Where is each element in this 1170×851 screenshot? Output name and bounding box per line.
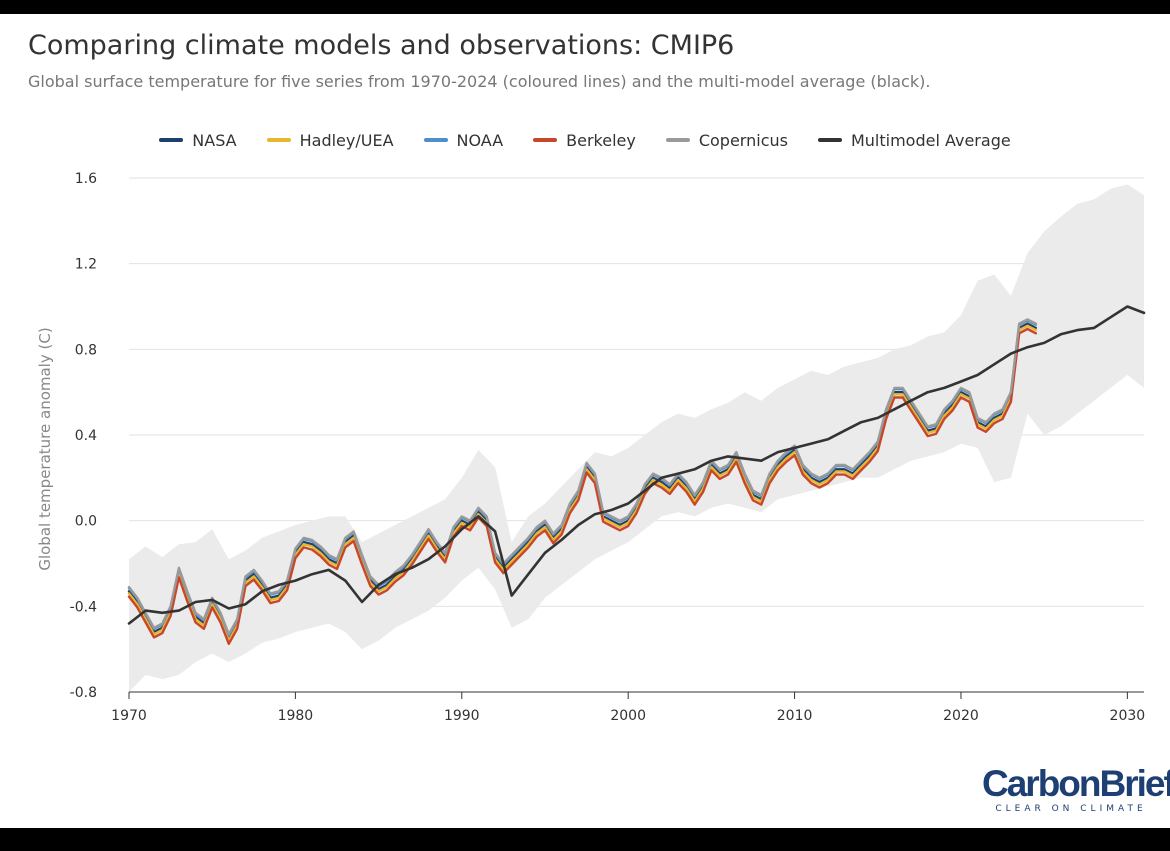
legend-label: NASA bbox=[192, 130, 237, 150]
legend-swatch bbox=[665, 138, 690, 142]
legend-swatch bbox=[159, 138, 184, 142]
legend-label: Hadley/UEA bbox=[299, 130, 394, 150]
legend-swatch bbox=[266, 138, 291, 142]
carbonbrief-logo: CarbonBrief CLEAR ON CLIMATE bbox=[982, 763, 1170, 814]
chart-subtitle: Global surface temperature for five seri… bbox=[28, 72, 931, 91]
legend-label: Berkeley bbox=[566, 130, 636, 150]
legend-swatch bbox=[423, 138, 448, 142]
legend-item: Berkeley bbox=[533, 131, 636, 150]
y-tick-label: 0.8 bbox=[75, 342, 97, 358]
legend-item: Hadley/UEA bbox=[266, 130, 394, 150]
legend-item: NOAA bbox=[423, 130, 504, 150]
x-tick-label: 2010 bbox=[777, 708, 813, 724]
y-tick-label: 0.0 bbox=[75, 514, 97, 530]
series-line-multimodel-average bbox=[127, 305, 1146, 625]
chart-title: Comparing climate models and observation… bbox=[28, 30, 735, 61]
x-tick-label: 2000 bbox=[610, 708, 646, 724]
legend-label: NOAA bbox=[456, 130, 504, 150]
chart-card: Comparing climate models and observation… bbox=[0, 14, 1170, 828]
x-tick-label: 2020 bbox=[943, 708, 979, 724]
y-tick-label: 0.4 bbox=[75, 428, 97, 444]
y-tick-label: 1.2 bbox=[75, 257, 97, 273]
logo-tagline: CLEAR ON CLIMATE bbox=[995, 804, 1147, 814]
legend-label: Copernicus bbox=[698, 130, 788, 150]
logo-wordmark: CarbonBrief bbox=[982, 763, 1170, 804]
x-tick-label: 1980 bbox=[278, 708, 314, 724]
y-tick-label: 1.6 bbox=[75, 171, 97, 187]
y-tick-label: -0.8 bbox=[70, 685, 97, 701]
legend-item: Multimodel Average bbox=[817, 130, 1011, 150]
series-line-berkeley bbox=[127, 327, 1037, 645]
legend-item: NASA bbox=[159, 130, 237, 150]
x-tick-label: 1990 bbox=[444, 708, 480, 724]
model-range-band bbox=[129, 184, 1144, 692]
chart-legend: NASA Hadley/UEA NOAA Berkeley Copernicus Mult… bbox=[0, 128, 1170, 152]
x-tick-label: 2030 bbox=[1110, 708, 1146, 724]
y-axis-label: Global temperature anomaly (C) bbox=[36, 327, 54, 570]
legend-swatch bbox=[533, 138, 558, 142]
y-tick-label: -0.4 bbox=[70, 599, 97, 615]
line-chart: -0.8 -0.4 0.0 0.4 0.8 1.2 1.6 1970 1980 1990 2000 2… bbox=[36, 171, 1146, 724]
legend-item: Copernicus bbox=[665, 130, 788, 150]
legend-label: Multimodel Average bbox=[850, 130, 1011, 150]
legend-swatch bbox=[817, 138, 842, 142]
x-tick-label: 1970 bbox=[111, 708, 147, 724]
